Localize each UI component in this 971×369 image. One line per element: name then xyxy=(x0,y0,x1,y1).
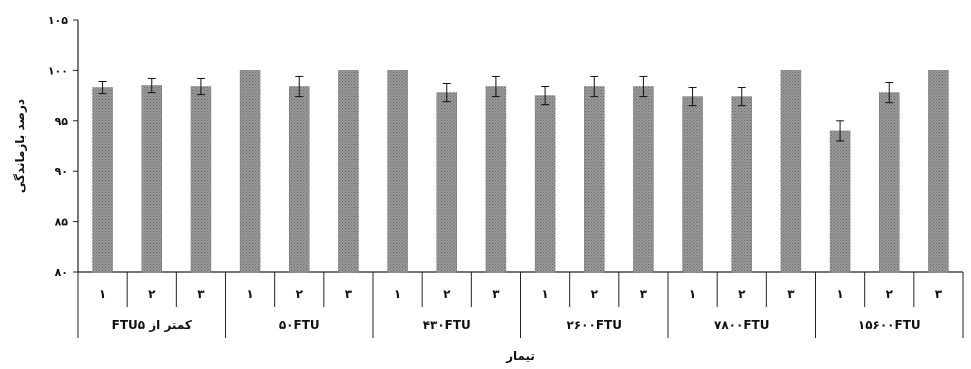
y-tick-label: ۸۰ xyxy=(55,266,68,279)
y-tick-label: ۹۰ xyxy=(55,165,68,178)
category-label: ۲ xyxy=(886,287,894,301)
category-label: ۱ xyxy=(541,287,548,301)
group-label: ۲۶۰۰FTU xyxy=(567,318,622,332)
category-label: ۱ xyxy=(99,287,106,301)
group-label: ۷۸۰۰FTU xyxy=(714,318,769,332)
bar xyxy=(584,86,605,273)
category-label: ۱ xyxy=(836,287,843,301)
bar xyxy=(829,130,851,273)
group-label: ۴۳۰FTU xyxy=(423,318,471,332)
category-label: ۲ xyxy=(738,287,746,301)
category-label: ۲ xyxy=(443,287,451,301)
bar xyxy=(387,70,408,273)
bar xyxy=(141,85,162,273)
labels: ۸۰ ۸۵ ۹۰ ۹۵ ۱۰۰ ۱۰۵ ۱ ۲ ۳ کمتر از FTU۵ ۱ ۲ ۳ ۵۰FTU ۱ ۲ ۳… xyxy=(48,14,943,332)
bar xyxy=(731,96,752,273)
y-tick-label: ۱۰۵ xyxy=(48,14,68,27)
bars xyxy=(92,70,949,273)
category-label: ۳ xyxy=(787,287,795,301)
category-label: ۳ xyxy=(640,287,648,301)
bar xyxy=(780,70,802,273)
category-label: ۳ xyxy=(197,287,205,301)
bar xyxy=(239,70,261,273)
category-label: ۱ xyxy=(689,287,696,301)
bar xyxy=(190,86,212,273)
group-label: کمتر از FTU۵ xyxy=(112,318,192,332)
bar xyxy=(92,87,113,273)
category-label: ۳ xyxy=(935,287,943,301)
group-label: ۱۵۶۰۰FTU xyxy=(858,318,921,332)
bar xyxy=(436,92,457,273)
category-label: ۲ xyxy=(296,287,304,301)
y-tick-label: ۱۰۰ xyxy=(48,64,68,77)
y-tick-label: ۸۵ xyxy=(55,216,69,229)
bar xyxy=(633,86,654,273)
bar xyxy=(928,70,949,273)
category-label: ۳ xyxy=(492,287,500,301)
bar xyxy=(879,92,900,273)
category-label: ۲ xyxy=(591,287,599,301)
bar xyxy=(534,95,556,273)
x-axis-label: تیمار xyxy=(505,349,535,363)
bar xyxy=(485,86,507,273)
bar xyxy=(338,70,359,273)
y-tick-label: ۹۵ xyxy=(55,115,69,128)
category-label: ۳ xyxy=(345,287,353,301)
bar xyxy=(289,86,310,273)
bar xyxy=(682,96,703,273)
category-label: ۱ xyxy=(246,287,253,301)
category-label: ۲ xyxy=(148,287,156,301)
axes xyxy=(73,19,964,338)
group-label: ۵۰FTU xyxy=(279,318,320,332)
y-axis-label: درصد بازماندگی xyxy=(13,99,27,193)
category-label: ۱ xyxy=(394,287,401,301)
